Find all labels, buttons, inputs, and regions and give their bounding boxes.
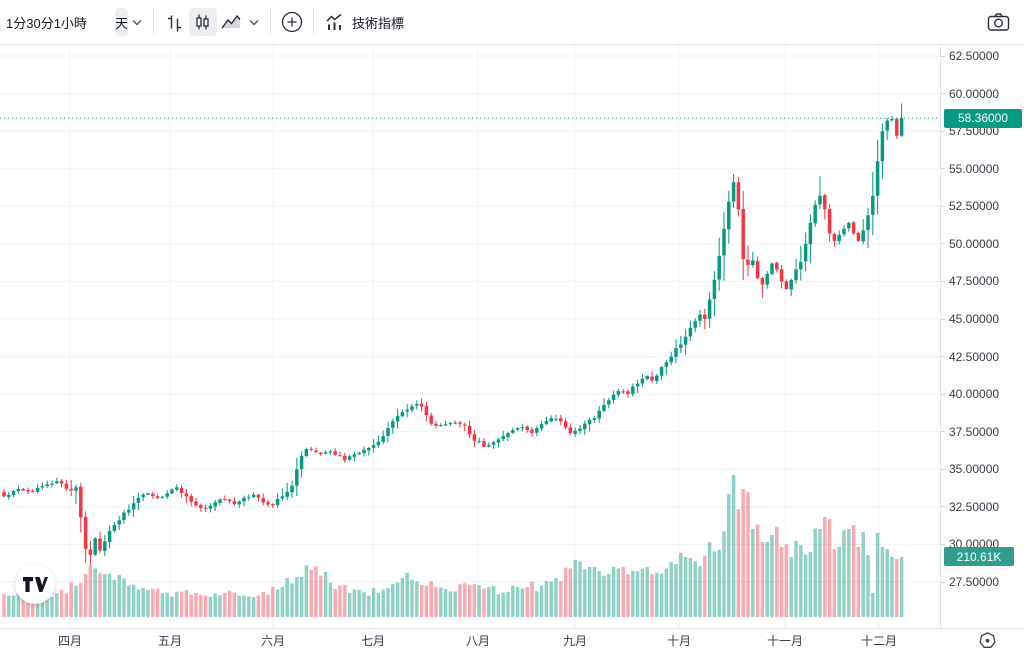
price-tick-label: 60.00000 — [949, 86, 1000, 101]
price-tick-mark — [941, 168, 945, 170]
price-tick-label: 35.00000 — [949, 462, 1000, 477]
chevron-down-icon — [249, 19, 259, 26]
price-tick-label: 62.50000 — [949, 49, 1000, 63]
tradingview-logo[interactable] — [15, 564, 55, 604]
price-tick-label: 32.50000 — [949, 499, 1000, 514]
month-label: 十一月 — [766, 634, 804, 648]
plus-circle-icon — [280, 10, 304, 34]
last-volume-badge: 210.61K — [944, 547, 1014, 567]
indicators-button[interactable]: 技術指標 — [325, 8, 404, 36]
toolbar-divider — [269, 9, 271, 35]
price-tick-label: 55.00000 — [949, 161, 1000, 176]
toolbar-divider — [152, 9, 154, 35]
interval-menu-button[interactable] — [128, 8, 146, 36]
price-tick-label: 42.50000 — [949, 349, 1000, 364]
camera-icon — [987, 12, 1010, 32]
interval-1min-button[interactable]: 1分 — [6, 8, 26, 36]
price-tick-label: 47.50000 — [949, 274, 1000, 289]
chart-settings-button[interactable] — [977, 630, 998, 651]
price-tick-label: 52.50000 — [949, 199, 1000, 214]
price-tick-mark — [941, 431, 945, 433]
price-tick-mark — [941, 543, 945, 545]
price-tick-mark — [941, 468, 945, 470]
price-tick-label: 27.50000 — [949, 575, 1000, 589]
price-tick-mark — [941, 243, 945, 245]
month-label: 十二月 — [860, 634, 898, 648]
price-tick-mark — [941, 506, 945, 508]
toolbar-divider — [312, 9, 314, 35]
last-price-badge: 58.36000 — [944, 108, 1022, 128]
tradingview-logo-glyph — [22, 576, 48, 593]
price-tick-mark — [941, 130, 945, 132]
price-tick-label: 40.00000 — [949, 387, 1000, 402]
chart-style-candles-button[interactable] — [188, 8, 217, 36]
chart-style-bars-button[interactable] — [161, 8, 189, 36]
price-tick-label: 45.00000 — [949, 312, 1000, 326]
price-tick-mark — [941, 93, 945, 95]
month-label: 十月 — [666, 634, 692, 648]
indicators-button-label: 技術指標 — [351, 15, 404, 31]
candlestick-volume-chart — [0, 45, 940, 628]
month-label: 四月 — [57, 634, 83, 648]
interval-1hour-button[interactable]: 1小時 — [54, 8, 87, 36]
price-tick-mark — [941, 318, 945, 320]
price-tick-label: 50.00000 — [949, 236, 1000, 251]
chart-canvas[interactable] — [0, 45, 940, 628]
gear-icon — [978, 631, 997, 650]
candlestick-chart-icon — [193, 13, 212, 32]
month-label: 六月 — [260, 634, 286, 648]
compare-add-button[interactable] — [278, 8, 306, 36]
month-label: 九月 — [562, 634, 588, 648]
indicators-chart-icon — [325, 13, 345, 31]
area-chart-icon — [220, 13, 242, 31]
price-axis[interactable]: 58.36000 210.61K 62.50000 60.00000 57.5000… — [940, 45, 1024, 628]
month-label: 七月 — [360, 634, 386, 648]
chevron-down-icon — [132, 19, 142, 26]
chart-toolbar: 1分 30分 1小時 天 — [0, 0, 1024, 45]
month-label: 五月 — [157, 634, 183, 648]
price-tick-mark — [941, 205, 945, 207]
price-tick-mark — [941, 581, 945, 583]
price-tick-mark — [941, 55, 945, 57]
price-tick-label: 37.50000 — [949, 424, 1000, 439]
month-label: 八月 — [465, 634, 491, 648]
bars-chart-icon — [165, 13, 184, 32]
time-axis[interactable]: 四月 五月 六月 七月 八月 九月 十月 十一月 十二月 — [0, 628, 1024, 651]
price-tick-mark — [941, 356, 945, 358]
price-tick-mark — [941, 280, 945, 282]
interval-1day-button[interactable]: 天 — [114, 8, 128, 36]
chart-style-menu-button[interactable] — [245, 8, 263, 36]
interval-30min-button[interactable]: 30分 — [26, 8, 53, 36]
price-tick-mark — [941, 393, 945, 395]
snapshot-camera-button[interactable] — [984, 8, 1012, 36]
chart-style-area-button[interactable] — [217, 8, 245, 36]
